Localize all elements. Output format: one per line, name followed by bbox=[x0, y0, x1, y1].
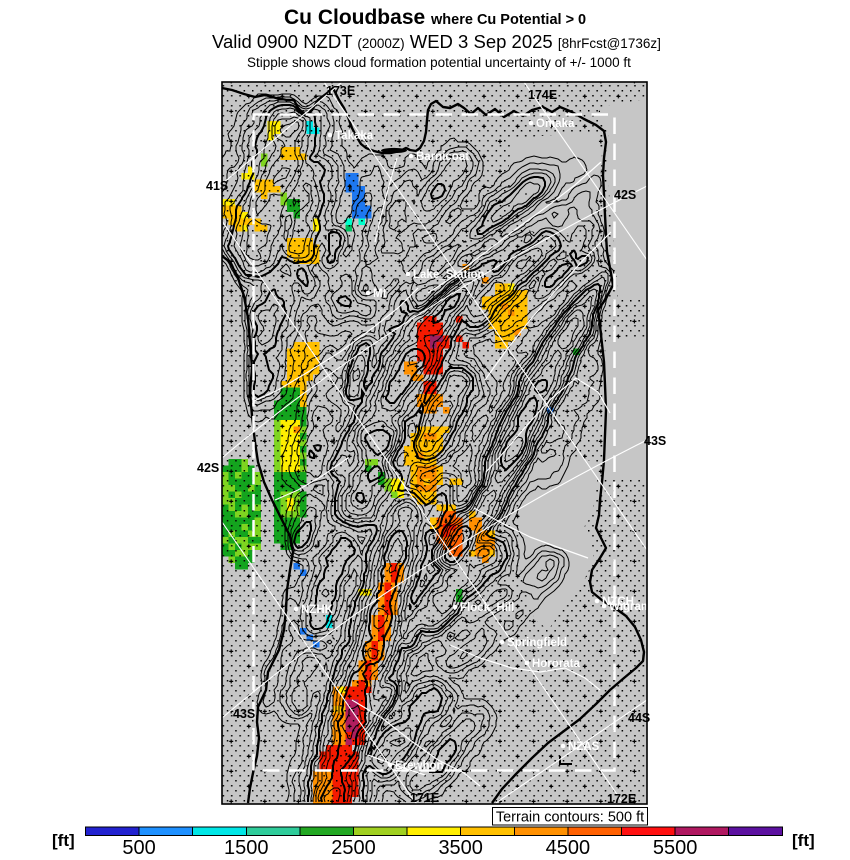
svg-text:44S: 44S bbox=[628, 711, 650, 725]
svg-text:3500: 3500 bbox=[438, 837, 483, 859]
svg-text:[ft]: [ft] bbox=[792, 831, 815, 850]
svg-text:4500: 4500 bbox=[546, 837, 591, 859]
svg-text:2500: 2500 bbox=[331, 837, 376, 859]
svg-text:[ft]: [ft] bbox=[52, 831, 75, 850]
svg-text:42S: 42S bbox=[197, 461, 219, 475]
svg-text:42S: 42S bbox=[614, 188, 636, 202]
svg-text:Springfield: Springfield bbox=[507, 637, 567, 649]
svg-text:Takaka: Takaka bbox=[335, 130, 374, 142]
svg-text:Erewhon: Erewhon bbox=[395, 760, 444, 772]
svg-text:174E: 174E bbox=[528, 88, 557, 102]
svg-text:Hororata: Hororata bbox=[532, 658, 581, 670]
svg-text:171E: 171E bbox=[410, 791, 439, 805]
svg-text:Mt: Mt bbox=[373, 288, 387, 300]
svg-text:Wigram: Wigram bbox=[609, 601, 651, 613]
svg-text:172E: 172E bbox=[607, 792, 636, 806]
svg-text:Terrain contours: 500 ft: Terrain contours: 500 ft bbox=[496, 810, 644, 826]
svg-text:500: 500 bbox=[122, 837, 155, 859]
svg-text:Omaka: Omaka bbox=[536, 118, 575, 130]
svg-text:Barnicoat: Barnicoat bbox=[416, 151, 469, 163]
svg-text:173E: 173E bbox=[326, 84, 355, 98]
svg-text:1500: 1500 bbox=[224, 837, 269, 859]
svg-text:Flock_Hill: Flock_Hill bbox=[460, 602, 514, 614]
svg-text:NZHK: NZHK bbox=[301, 604, 334, 616]
svg-text:41S: 41S bbox=[206, 179, 228, 193]
svg-text:Lake_Station: Lake_Station bbox=[413, 269, 485, 281]
svg-text:5500: 5500 bbox=[653, 837, 698, 859]
svg-text:43S: 43S bbox=[233, 707, 255, 721]
svg-text:NZAS: NZAS bbox=[568, 741, 600, 753]
svg-text:NZCH: NZCH bbox=[602, 596, 634, 608]
svg-text:43S: 43S bbox=[644, 434, 666, 448]
